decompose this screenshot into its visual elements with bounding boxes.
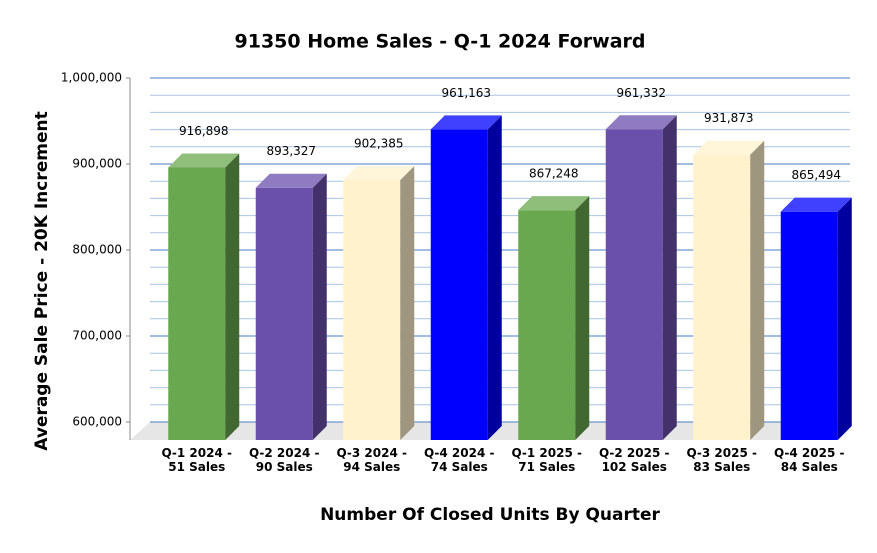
y-tick-label: 1,000,000 — [61, 71, 122, 85]
bar-side — [750, 140, 765, 440]
x-tick-label: Q-3 2024 -94 Sales — [337, 446, 408, 474]
bar-top — [780, 197, 852, 212]
bar-side — [662, 115, 677, 440]
bar — [518, 210, 576, 440]
bar-side — [487, 115, 502, 441]
bar — [430, 129, 488, 440]
value-label: 893,327 — [266, 144, 316, 158]
value-label: 865,494 — [791, 168, 841, 182]
value-label: 961,332 — [616, 86, 666, 100]
bar-side — [575, 196, 590, 440]
x-axis-title: Number Of Closed Units By Quarter — [320, 505, 660, 525]
bar-top — [518, 196, 590, 211]
x-tick-label: Q-2 2024 -90 Sales — [249, 446, 320, 474]
x-tick-label: Q-4 2024 -74 Sales — [424, 446, 495, 474]
bar — [693, 154, 751, 440]
bar-top — [255, 173, 327, 188]
x-tick-label: Q-3 2025 -83 Sales — [687, 446, 758, 474]
bar-top — [693, 140, 765, 155]
bar — [168, 167, 226, 440]
bar — [343, 179, 401, 440]
value-label: 867,248 — [529, 167, 579, 181]
bar-side — [225, 153, 240, 440]
bar-side — [837, 197, 852, 440]
y-tick-label: 700,000 — [72, 329, 122, 343]
y-axis-title: Average Sale Price - 20K Increment — [32, 111, 52, 450]
bar — [780, 211, 838, 440]
bar — [255, 187, 313, 440]
x-tick-label: Q-1 2024 -51 Sales — [162, 446, 233, 474]
bar-side — [312, 173, 327, 441]
bar-top — [430, 115, 502, 130]
value-label: 902,385 — [354, 136, 404, 150]
value-label: 916,898 — [179, 124, 229, 138]
x-tick-label: Q-4 2025 -84 Sales — [774, 446, 845, 474]
y-tick-label: 600,000 — [72, 415, 122, 429]
bar-side — [400, 165, 415, 440]
y-tick-label: 900,000 — [72, 157, 122, 171]
x-tick-label: Q-1 2025 -71 Sales — [512, 446, 583, 474]
bar-top — [605, 115, 677, 130]
value-label: 931,873 — [704, 111, 754, 125]
bar-top — [168, 153, 240, 168]
chart-title: 91350 Home Sales - Q-1 2024 Forward — [235, 31, 646, 53]
value-label: 961,163 — [441, 86, 491, 100]
bar-top — [343, 165, 415, 180]
bar — [605, 129, 663, 440]
y-tick-label: 800,000 — [72, 243, 122, 257]
x-tick-label: Q-2 2025 -102 Sales — [599, 446, 670, 474]
